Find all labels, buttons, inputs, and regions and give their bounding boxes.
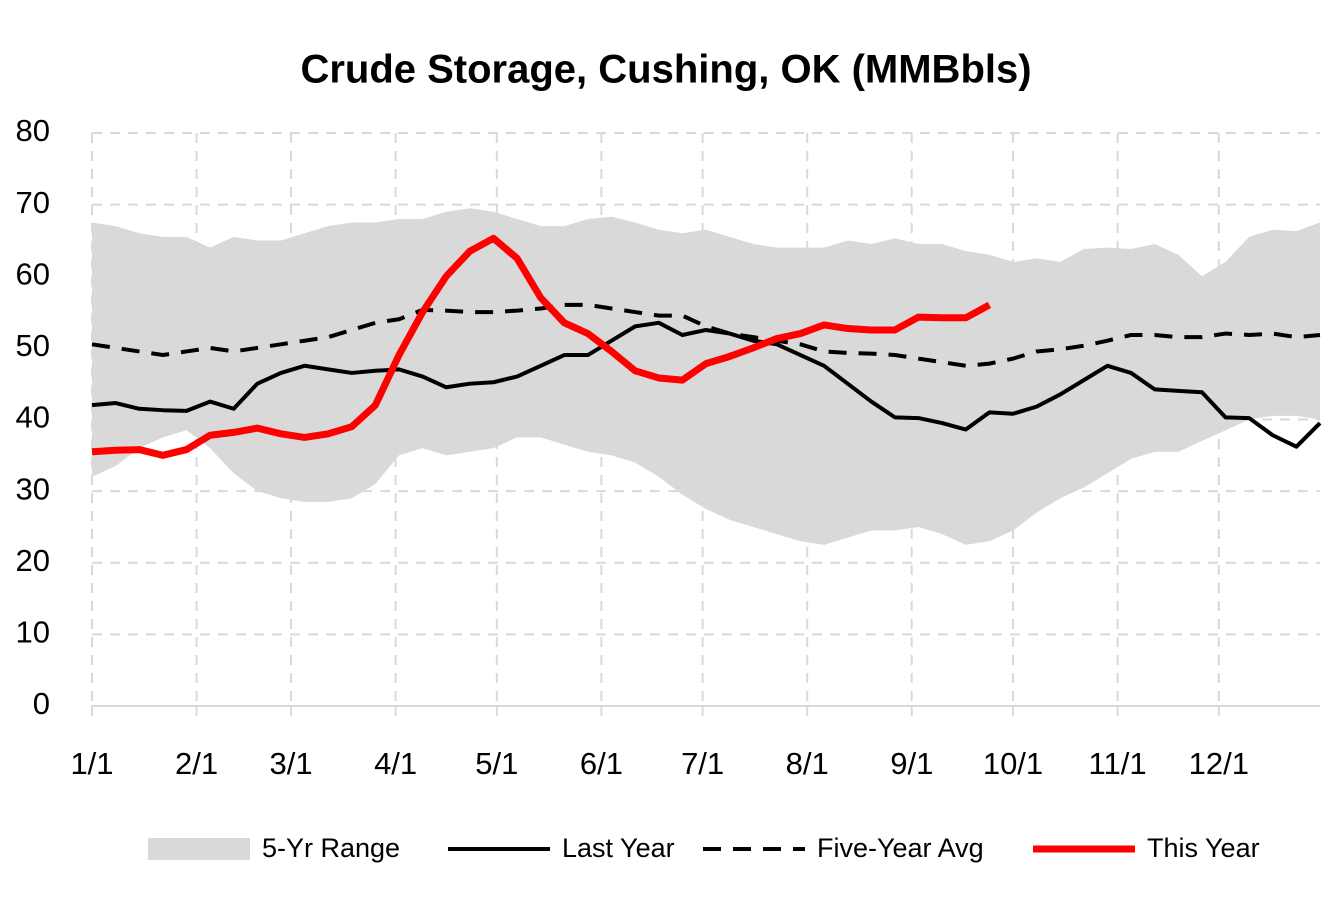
y-tick-label: 30 [16, 471, 50, 506]
range-area [92, 208, 1320, 545]
legend-label: Five-Year Avg [817, 833, 984, 863]
series-line [91, 234, 992, 459]
x-tick-label: 9/1 [890, 746, 933, 781]
x-tick-label: 6/1 [580, 746, 623, 781]
chart-title: Crude Storage, Cushing, OK (MMBbls) [300, 48, 1031, 92]
x-tick-label: 5/1 [475, 746, 518, 781]
x-tick-label: 2/1 [175, 746, 218, 781]
y-tick-label: 50 [16, 328, 50, 363]
y-tick-label: 20 [16, 543, 50, 578]
y-tick-label: 40 [16, 400, 50, 435]
legend-label: Last Year [562, 833, 675, 863]
legend-label: This Year [1147, 833, 1260, 863]
y-tick-label: 70 [16, 185, 50, 220]
x-tick-label: 7/1 [681, 746, 724, 781]
x-tick-label: 4/1 [374, 746, 417, 781]
x-tick-label: 1/1 [70, 746, 113, 781]
x-tick-label: 10/1 [983, 746, 1043, 781]
x-tick-label: 8/1 [786, 746, 829, 781]
x-tick-label: 3/1 [269, 746, 312, 781]
legend-swatch [148, 838, 250, 860]
x-tick-label: 12/1 [1189, 746, 1249, 781]
y-tick-label: 0 [33, 686, 50, 721]
y-tick-label: 10 [16, 615, 50, 650]
x-tick-label: 11/1 [1089, 746, 1147, 781]
series-line [91, 320, 1322, 449]
y-tick-label: 60 [16, 256, 50, 291]
legend-label: 5-Yr Range [262, 833, 400, 863]
y-tick-label: 80 [16, 113, 50, 148]
